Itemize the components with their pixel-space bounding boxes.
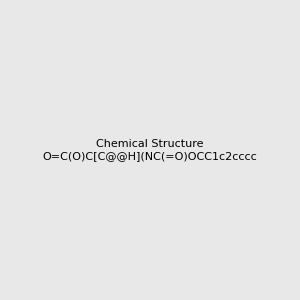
Text: Chemical Structure
O=C(O)C[C@@H](NC(=O)OCC1c2cccc: Chemical Structure O=C(O)C[C@@H](NC(=O)O… <box>43 139 257 161</box>
